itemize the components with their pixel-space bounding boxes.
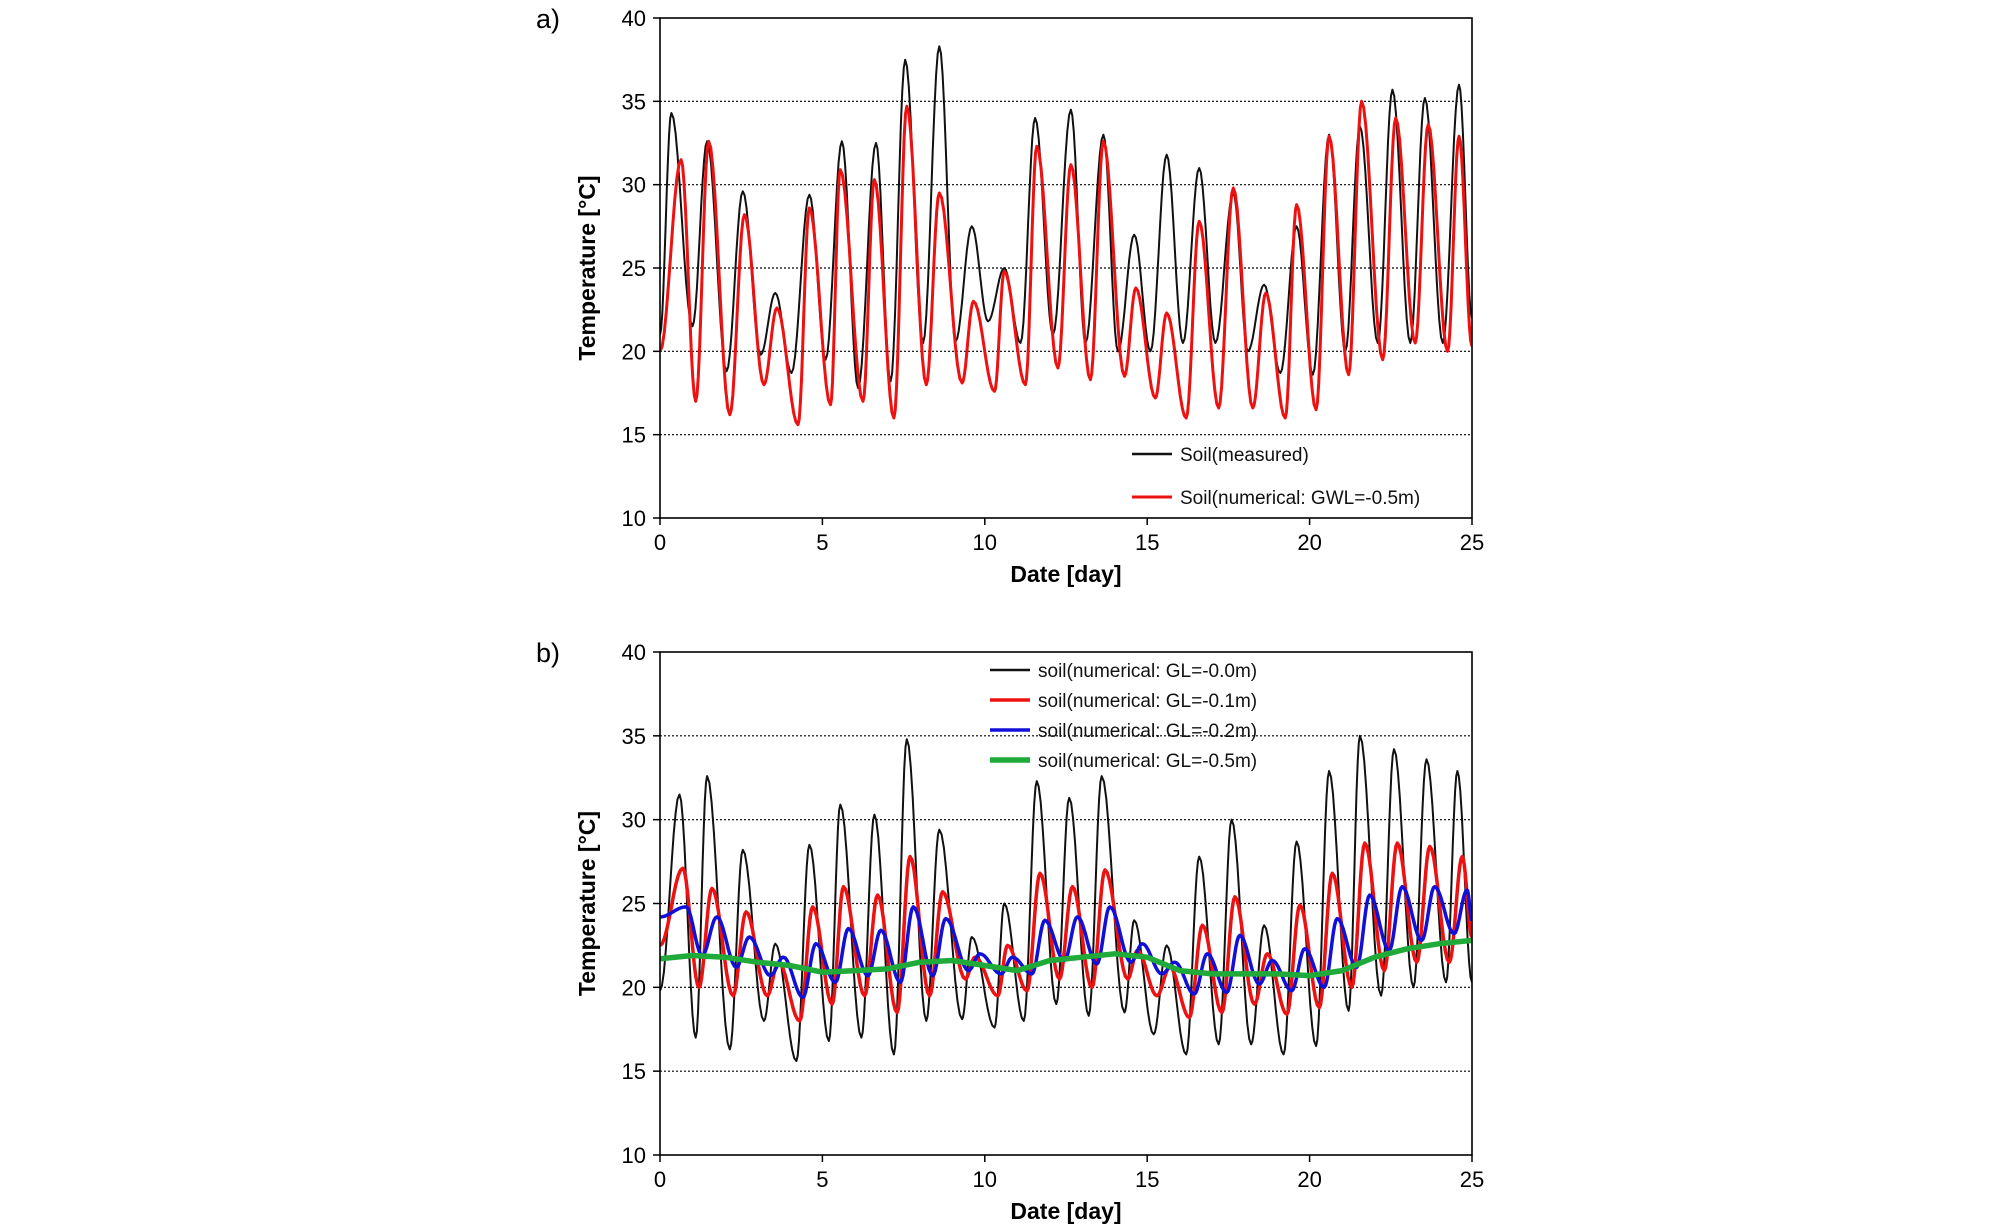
x-tick-label: 15 bbox=[1135, 530, 1159, 555]
y-tick-label: 25 bbox=[622, 256, 646, 281]
series-line-3 bbox=[660, 884, 1472, 1000]
x-axis-title: Date [day] bbox=[1010, 1198, 1121, 1224]
legend-entry: Soil(numerical: GWL=-0.5m) bbox=[1180, 488, 1420, 509]
y-tick-label: 40 bbox=[622, 640, 646, 665]
x-axis-title: Date [day] bbox=[1010, 561, 1121, 587]
y-axis-title: Temperature [°C] bbox=[574, 811, 600, 996]
y-tick-label: 15 bbox=[622, 423, 646, 448]
chart-panel-b: 10 15 20 25 30 35 40 0 5 10 15 20 25 Date [day] Temper… bbox=[536, 638, 1484, 1224]
x-tick-label: 25 bbox=[1460, 530, 1484, 555]
series-line-4 bbox=[660, 937, 1472, 979]
y-tick-label: 40 bbox=[622, 6, 646, 31]
x-tick-label: 25 bbox=[1460, 1167, 1484, 1192]
legend-entry: Soil(measured) bbox=[1180, 445, 1309, 466]
panel-label: a) bbox=[536, 4, 560, 34]
y-tick-label: 25 bbox=[622, 892, 646, 917]
x-tick-label: 20 bbox=[1297, 530, 1321, 555]
x-tick-label: 5 bbox=[816, 1167, 828, 1192]
y-tick-label: 10 bbox=[622, 506, 646, 531]
x-tick-label: 20 bbox=[1297, 1167, 1321, 1192]
legend-entry: soil(numerical: GL=-0.5m) bbox=[1038, 751, 1257, 772]
y-tick-label: 20 bbox=[622, 975, 646, 1000]
y-tick-label: 20 bbox=[622, 339, 646, 364]
legend-entry: soil(numerical: GL=-0.1m) bbox=[1038, 691, 1257, 712]
y-tick-label: 30 bbox=[622, 173, 646, 198]
series-line-2 bbox=[660, 99, 1472, 427]
x-tick-label: 10 bbox=[973, 530, 997, 555]
y-axis-title: Temperature [°C] bbox=[574, 175, 600, 360]
x-tick-label: 0 bbox=[654, 530, 666, 555]
x-tick-label: 10 bbox=[973, 1167, 997, 1192]
legend-entry: soil(numerical: GL=-0.2m) bbox=[1038, 721, 1257, 742]
y-tick-label: 15 bbox=[622, 1059, 646, 1084]
panel-label: b) bbox=[536, 638, 560, 668]
x-tick-label: 15 bbox=[1135, 1167, 1159, 1192]
chart-panel-a: 10 15 20 25 30 35 40 0 5 10 15 20 25 Date [day] Temper… bbox=[536, 4, 1484, 587]
y-tick-label: 30 bbox=[622, 808, 646, 833]
x-tick-label: 5 bbox=[816, 530, 828, 555]
series-line-1 bbox=[660, 734, 1472, 1063]
legend-entry: soil(numerical: GL=-0.0m) bbox=[1038, 661, 1257, 682]
y-tick-label: 35 bbox=[622, 89, 646, 114]
y-tick-label: 35 bbox=[622, 724, 646, 749]
y-tick-label: 10 bbox=[622, 1143, 646, 1168]
x-tick-label: 0 bbox=[654, 1167, 666, 1192]
